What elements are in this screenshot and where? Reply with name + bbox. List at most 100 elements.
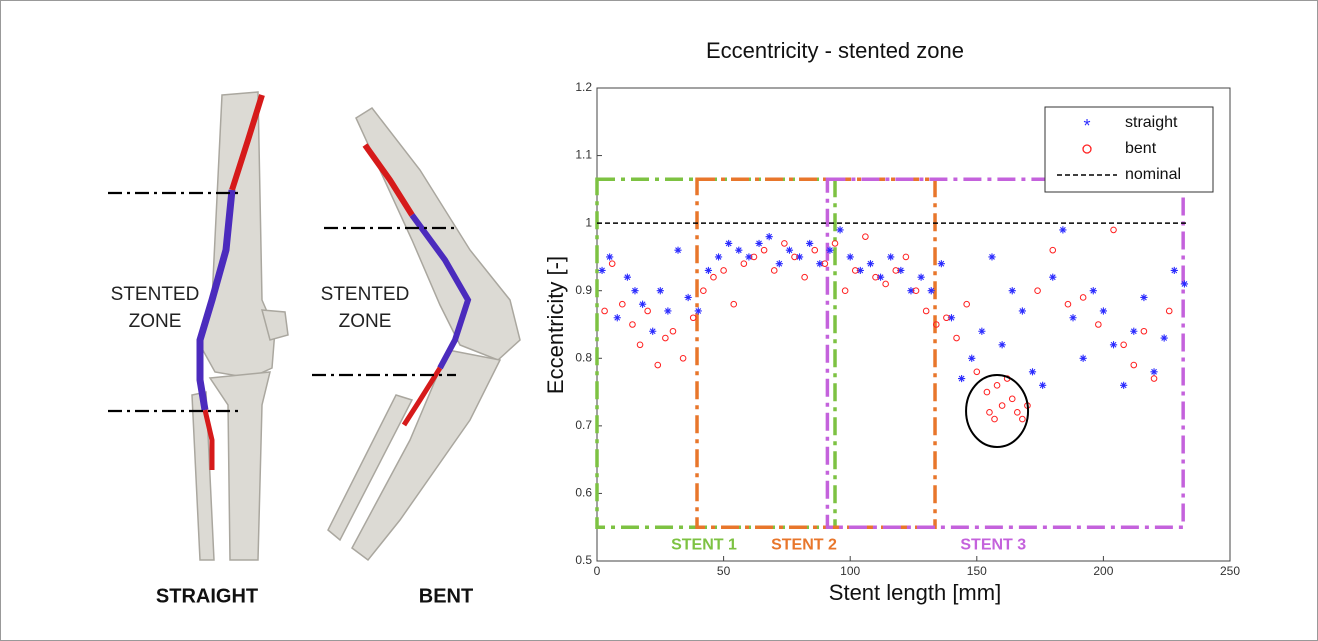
zone-label: STENTED — [321, 284, 410, 305]
point — [760, 246, 768, 254]
x-tick-label: 100 — [840, 564, 860, 578]
point — [1109, 341, 1118, 349]
point — [947, 314, 956, 322]
y-tick-label: 0.9 — [575, 283, 592, 297]
y-tick-label: 0.8 — [575, 350, 592, 364]
point — [937, 260, 945, 268]
x-tick-label: 250 — [1220, 564, 1240, 578]
point — [1034, 287, 1041, 295]
legend-label: nominal — [1125, 166, 1181, 183]
point — [998, 402, 1006, 409]
point — [795, 253, 804, 261]
point — [619, 300, 626, 308]
point — [897, 266, 905, 275]
point — [968, 354, 976, 362]
bent-leg — [312, 107, 521, 562]
highlight-circle — [965, 373, 1030, 448]
legend-label: straight — [1125, 114, 1178, 131]
point — [1165, 307, 1173, 315]
point — [613, 314, 621, 322]
point — [958, 374, 966, 383]
point — [745, 253, 753, 261]
point — [988, 253, 996, 261]
point — [684, 293, 692, 302]
straight-leg — [108, 91, 289, 561]
point — [902, 253, 910, 261]
point — [1049, 246, 1057, 254]
point — [856, 266, 864, 275]
y-tick-label: 0.6 — [575, 486, 592, 500]
y-tick-label: 1.2 — [575, 80, 592, 94]
point — [1110, 226, 1117, 234]
point — [601, 307, 608, 315]
point — [811, 246, 819, 254]
point — [917, 273, 925, 281]
point — [1130, 327, 1138, 335]
point — [1140, 327, 1148, 335]
stent-region — [695, 177, 937, 529]
point — [983, 388, 991, 396]
point — [791, 253, 798, 261]
point — [943, 314, 950, 322]
point — [654, 361, 662, 369]
point — [1130, 361, 1138, 369]
point — [1079, 354, 1087, 362]
point — [821, 260, 829, 267]
point — [664, 307, 672, 315]
point — [882, 280, 889, 288]
point — [1140, 293, 1148, 302]
point — [694, 307, 702, 315]
point — [714, 253, 723, 261]
point — [866, 260, 875, 268]
point — [720, 267, 727, 274]
legend-marker: * — [1083, 116, 1090, 136]
point — [679, 354, 687, 362]
point — [826, 246, 834, 254]
x-tick-label: 0 — [594, 564, 601, 578]
point — [862, 233, 869, 240]
y-axis-label: Eccentricity [-] — [543, 256, 568, 394]
caption: BENT — [419, 585, 473, 607]
x-tick-label: 150 — [967, 564, 987, 578]
point — [851, 267, 859, 274]
point — [1064, 300, 1072, 308]
point — [963, 300, 970, 308]
legend-marker — [1082, 144, 1092, 154]
stent-region — [825, 177, 1185, 529]
point — [993, 382, 1001, 389]
point — [623, 273, 631, 281]
stent-region — [595, 177, 837, 529]
point — [907, 287, 915, 295]
chart-title: Eccentricity - stented zone — [706, 38, 964, 63]
point — [841, 287, 849, 295]
point — [932, 321, 940, 328]
y-tick-label: 1 — [585, 215, 592, 229]
point — [1120, 381, 1128, 389]
point — [892, 267, 900, 274]
point — [872, 273, 879, 281]
zone-label: ZONE — [339, 311, 392, 332]
point — [1019, 415, 1026, 423]
point — [740, 260, 748, 267]
y-tick-label: 0.5 — [575, 553, 592, 567]
point — [831, 240, 839, 247]
stent-label: STENT 3 — [960, 536, 1026, 553]
point — [887, 253, 895, 261]
point — [876, 273, 885, 281]
y-tick-label: 1.1 — [575, 148, 592, 162]
point — [998, 341, 1006, 349]
point — [730, 300, 738, 308]
point — [978, 327, 986, 335]
stent-label: STENT 1 — [671, 536, 737, 553]
point — [638, 300, 647, 308]
x-tick-label: 50 — [717, 564, 731, 578]
point — [770, 267, 778, 274]
point — [775, 260, 783, 268]
point — [755, 239, 763, 248]
point — [1008, 287, 1016, 295]
point — [644, 307, 651, 315]
y-tick-label: 0.7 — [575, 418, 592, 432]
point — [1049, 273, 1057, 281]
point — [953, 334, 960, 342]
